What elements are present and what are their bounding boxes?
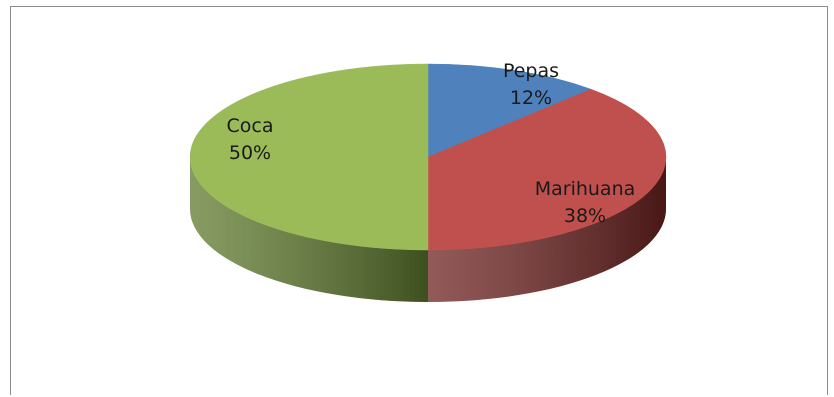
slice-name-label: Marihuana (535, 178, 636, 200)
pie-side-shade-coca (190, 157, 428, 302)
pie-slice-pepas (427, 63, 592, 158)
slice-percent-label: 50% (229, 142, 271, 164)
slice-percent-label: 12% (510, 87, 552, 109)
slice-name-label: Coca (227, 115, 274, 137)
pie-tops (189, 63, 667, 251)
pie-chart: Pepas 12% Marihuana 38% Coca 50% (189, 60, 667, 302)
pie-slice-marihuana (427, 88, 667, 251)
pie-side-shade-marihuana (428, 157, 666, 302)
slice-percent-label: 38% (564, 205, 606, 227)
pie-slice-coca (189, 63, 429, 251)
chart-frame: Pepas 12% Marihuana 38% Coca 50% (10, 6, 828, 395)
slice-name-label: Pepas (503, 60, 559, 82)
pie-labels: Pepas 12% Marihuana 38% Coca 50% (227, 60, 636, 227)
pie-sides (190, 157, 666, 302)
